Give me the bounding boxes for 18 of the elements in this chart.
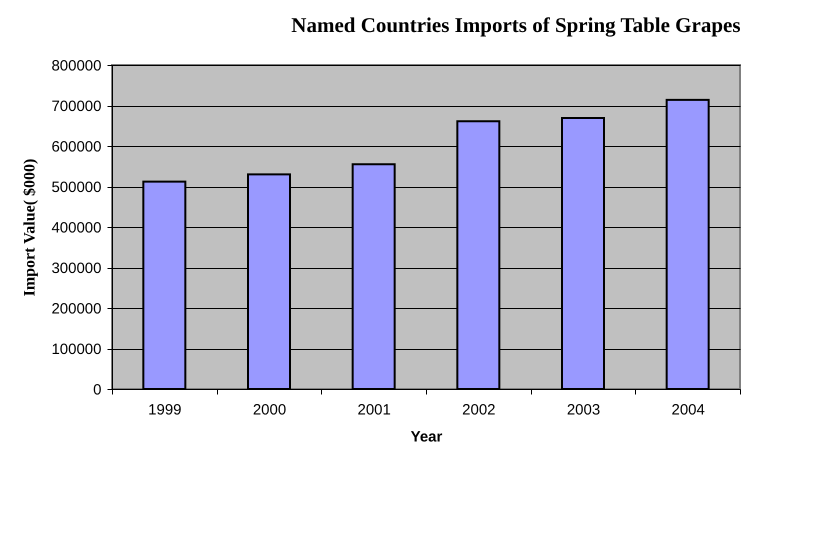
x-tick-label: 2002 xyxy=(462,402,496,418)
y-tick-label: 500000 xyxy=(51,179,102,196)
y-tick-label: 400000 xyxy=(51,220,102,236)
y-axis-title: Import Value( $000) xyxy=(21,158,38,296)
x-tick-label: 2004 xyxy=(671,402,705,418)
x-tick-label: 2003 xyxy=(566,402,600,418)
y-tick-label: 200000 xyxy=(51,300,102,318)
y-tick-label: 600000 xyxy=(51,138,102,156)
y-tick-label: 700000 xyxy=(51,98,102,115)
x-tick-label: 2000 xyxy=(252,402,286,418)
x-tick-label: 1999 xyxy=(148,402,182,418)
x-axis-title: Year xyxy=(410,428,443,446)
y-tick-label: 0 xyxy=(93,382,102,398)
chart-title: Named Countries Imports of Spring Table Grapes xyxy=(291,13,740,37)
y-tick-label: 800000 xyxy=(51,58,102,74)
x-tick-label: 2001 xyxy=(357,402,391,418)
y-tick-label: 100000 xyxy=(51,341,102,358)
y-tick-label: 300000 xyxy=(51,260,102,277)
